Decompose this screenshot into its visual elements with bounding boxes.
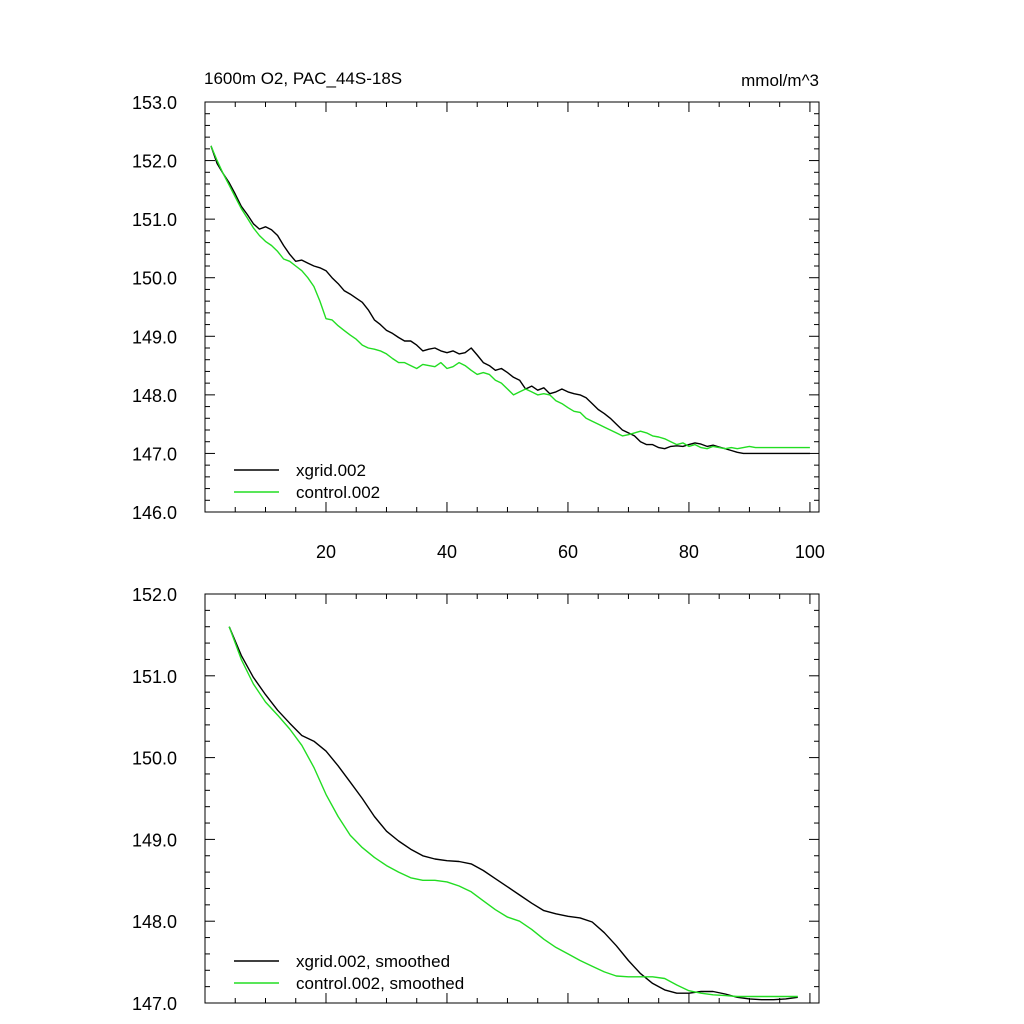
top-series-line-xgrid — [210, 145, 810, 455]
top-legend-label: control.002 — [296, 483, 380, 502]
top-plot-frame — [204, 101, 820, 513]
bottom-legend-label: xgrid.002, smoothed — [296, 952, 450, 971]
top-y-tick-label: 147.0 — [132, 444, 177, 464]
top-chart-units: mmol/m^3 — [741, 71, 819, 90]
top-series-line-control — [210, 145, 810, 450]
top-x-tick-label: 100 — [795, 542, 825, 562]
bottom-series-line-control — [228, 626, 798, 998]
top-y-tick-label: 146.0 — [132, 503, 177, 523]
top-y-tick-label: 153.0 — [132, 93, 177, 113]
top-y-tick-label: 149.0 — [132, 327, 177, 347]
bottom-y-tick-label: 152.0 — [132, 585, 177, 605]
top-x-tick-label: 80 — [679, 542, 699, 562]
bottom-y-tick-label: 148.0 — [132, 912, 177, 932]
bottom-y-tick-label: 151.0 — [132, 667, 177, 687]
bottom-legend-label: control.002, smoothed — [296, 974, 464, 993]
top-y-tick-label: 150.0 — [132, 269, 177, 289]
bottom-y-tick-label: 150.0 — [132, 749, 177, 769]
bottom-y-tick-label: 149.0 — [132, 830, 177, 850]
bottom-y-tick-label: 147.0 — [132, 994, 177, 1014]
top-x-tick-label: 60 — [558, 542, 578, 562]
top-y-tick-label: 148.0 — [132, 386, 177, 406]
top-y-tick-label: 151.0 — [132, 210, 177, 230]
bottom-chart-panel: 147.0 148.0 149.0 150.0 151.0 152.0 xgrid.002,… — [132, 585, 820, 1014]
bottom-series-line-xgrid — [228, 626, 798, 1001]
top-chart-panel: 1600m O2, PAC_44S-18S mmol/m^3 146.0 147.… — [132, 69, 825, 562]
top-x-tick-label: 20 — [316, 542, 336, 562]
top-y-tick-label: 152.0 — [132, 152, 177, 172]
top-chart-title: 1600m O2, PAC_44S-18S — [204, 69, 402, 88]
top-legend-label: xgrid.002 — [296, 461, 366, 480]
top-x-tick-label: 40 — [437, 542, 457, 562]
bottom-plot-frame — [204, 593, 820, 1004]
